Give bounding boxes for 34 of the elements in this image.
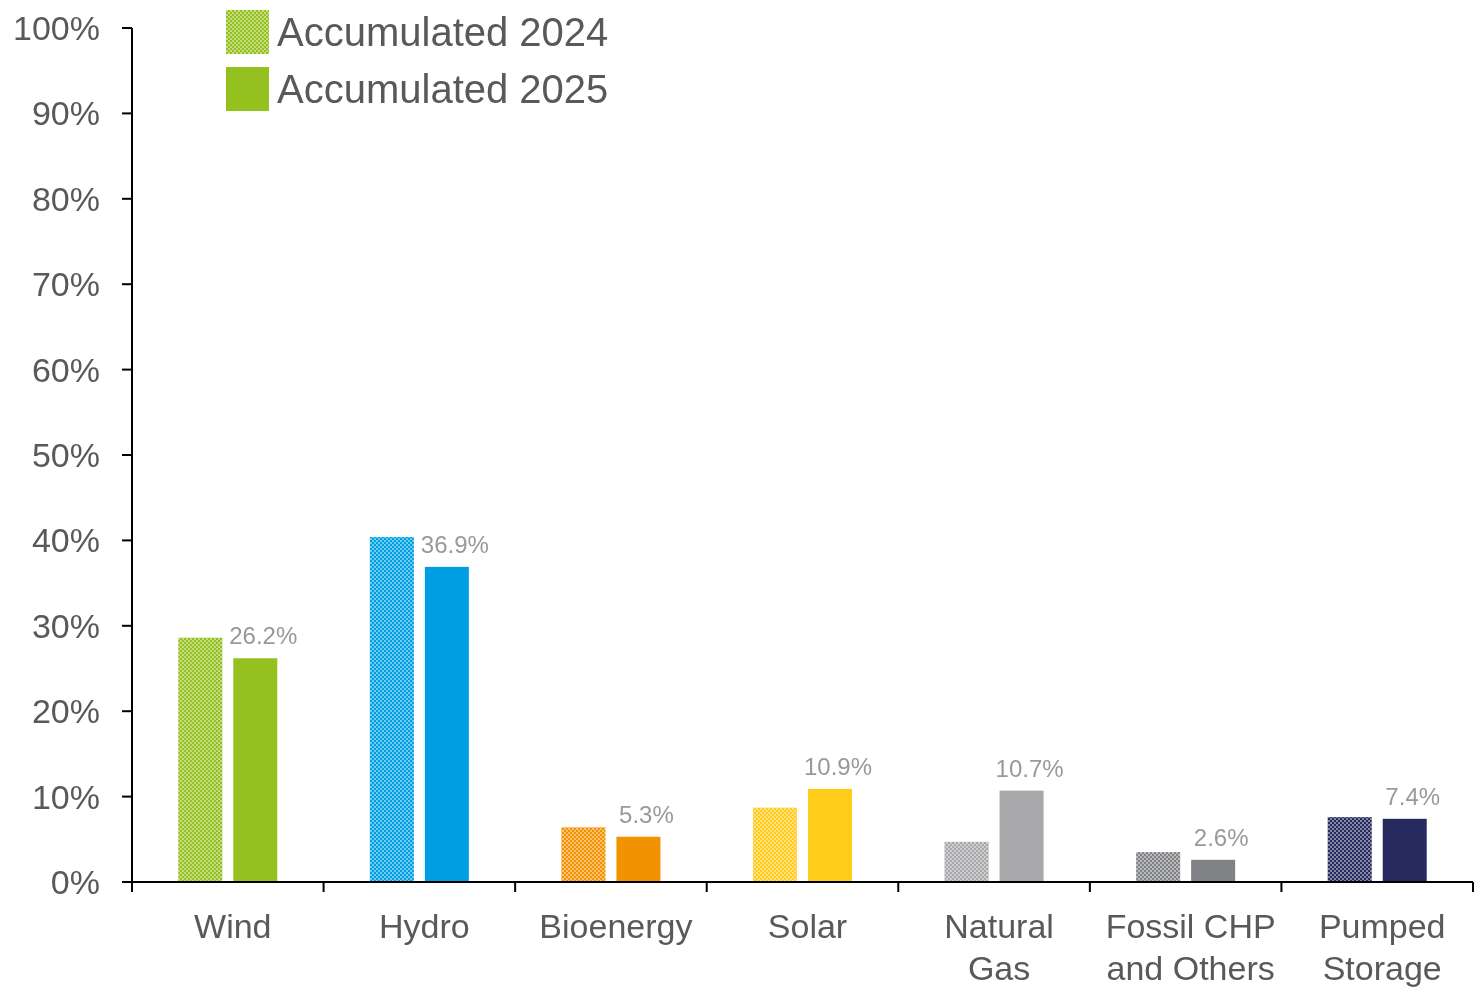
y-tick-label: 90% xyxy=(31,94,100,133)
y-tick-label: 20% xyxy=(31,692,100,731)
legend-label: Accumulated 2024 xyxy=(277,10,609,54)
data-label: 5.3% xyxy=(619,800,674,828)
y-tick-label: 10% xyxy=(31,777,100,816)
bar xyxy=(1191,859,1236,882)
y-tick-label: 60% xyxy=(31,350,100,389)
data-label: 10.7% xyxy=(995,754,1064,782)
x-tick-label: Hydro xyxy=(379,907,470,945)
y-tick-label: 30% xyxy=(31,606,100,645)
data-label: 10.9% xyxy=(803,752,873,780)
data-label: 7.4% xyxy=(1385,782,1441,810)
y-tick-label: 100% xyxy=(13,8,100,47)
bar xyxy=(808,788,852,882)
y-tick-label: 70% xyxy=(31,265,100,304)
x-tick-label: Solar xyxy=(767,907,848,945)
x-tick-label: Wind xyxy=(194,907,272,945)
legend-label: Accumulated 2025 xyxy=(277,67,609,111)
y-tick-label: 0% xyxy=(50,862,100,901)
x-tick-label: Natural Gas xyxy=(944,907,1054,987)
bar xyxy=(616,836,661,882)
y-tick-label: 50% xyxy=(31,435,100,474)
bar xyxy=(999,790,1044,882)
bar xyxy=(233,658,278,882)
y-tick-label: 80% xyxy=(31,179,100,218)
data-label: 26.2% xyxy=(229,622,298,650)
x-tick-label: Fossil CHP and Others xyxy=(1105,907,1276,987)
x-tick-label: Pumped Storage xyxy=(1318,907,1446,987)
data-label: 2.6% xyxy=(1193,823,1249,851)
data-label: 36.9% xyxy=(420,530,489,558)
bar xyxy=(1382,818,1427,882)
y-tick-label: 40% xyxy=(31,521,100,560)
bar xyxy=(424,566,469,882)
x-tick-label: Bioenergy xyxy=(539,907,693,945)
